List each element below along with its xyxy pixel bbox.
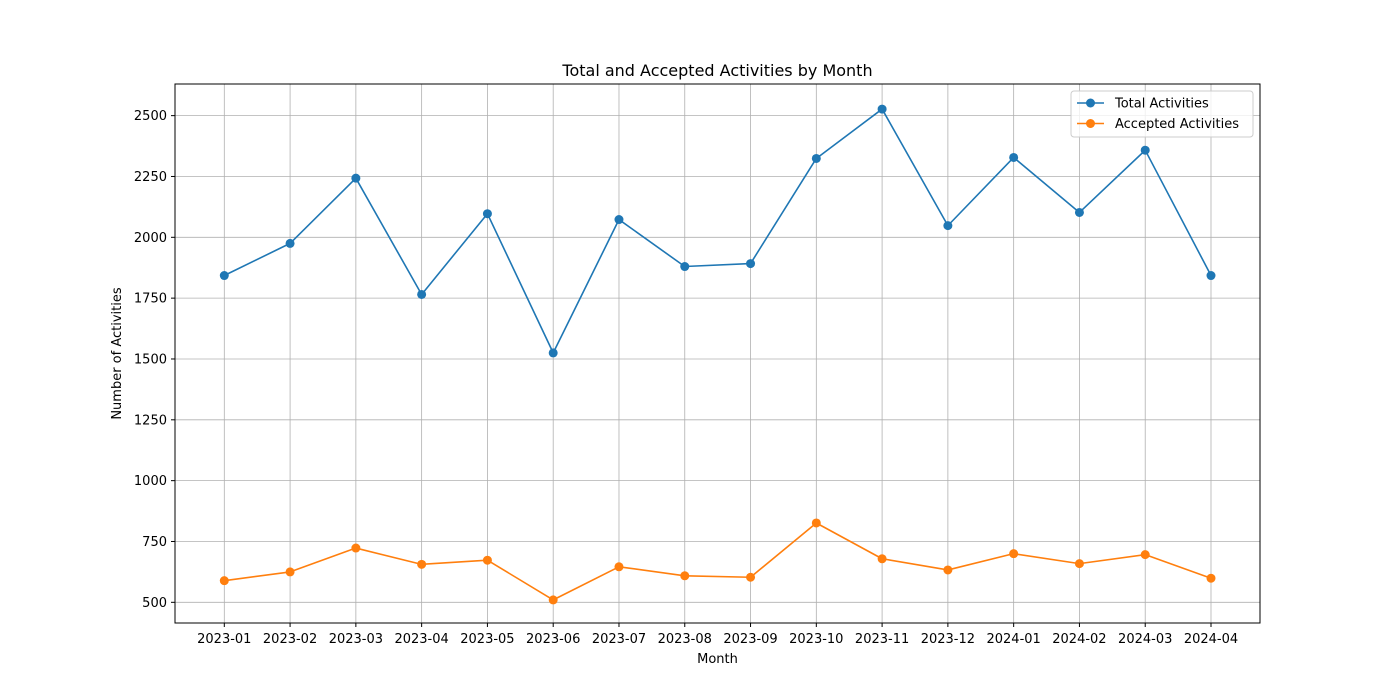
data-point bbox=[482, 209, 492, 219]
data-point bbox=[417, 559, 427, 569]
legend-box bbox=[1070, 90, 1254, 138]
data-point bbox=[219, 576, 229, 586]
data-point bbox=[943, 565, 953, 575]
ticks: 2023-01 2023-02 2023-03 2023-04 2023-05 2023-… bbox=[134, 109, 1238, 647]
data-point bbox=[548, 595, 558, 605]
y-tick-label: 1750 bbox=[134, 292, 167, 307]
y-tick-label: 2250 bbox=[134, 170, 167, 185]
x-tick-label: 2023-07 bbox=[592, 632, 646, 647]
y-tick-label: 500 bbox=[142, 596, 167, 611]
y-tick-label: 1000 bbox=[134, 474, 167, 489]
data-point bbox=[811, 518, 821, 528]
data-point bbox=[1140, 145, 1150, 155]
x-tick-label: 2023-05 bbox=[460, 632, 514, 647]
series-1 bbox=[219, 104, 1216, 358]
data-point bbox=[811, 153, 821, 163]
x-axis-label: Month bbox=[697, 652, 738, 667]
series-line bbox=[223, 108, 1212, 354]
data-point bbox=[1009, 152, 1019, 162]
data-point bbox=[1074, 207, 1084, 217]
data-point bbox=[482, 555, 492, 565]
data-point bbox=[1206, 573, 1216, 583]
y-tick-label: 2000 bbox=[134, 231, 167, 246]
x-tick-label: 2023-10 bbox=[789, 632, 843, 647]
data-point bbox=[285, 238, 295, 248]
legend: Total Activities Accepted Activities bbox=[1070, 90, 1254, 138]
data-point bbox=[877, 104, 887, 114]
grid bbox=[175, 84, 1260, 623]
y-tick-label: 2500 bbox=[134, 109, 167, 124]
chart-title: Total and Accepted Activities by Month bbox=[561, 61, 872, 80]
data-point bbox=[1140, 550, 1150, 560]
data-point bbox=[746, 572, 756, 582]
x-tick-label: 2023-03 bbox=[329, 632, 383, 647]
x-tick-label: 2023-08 bbox=[658, 632, 712, 647]
y-tick-label: 1250 bbox=[134, 413, 167, 428]
data-point bbox=[680, 262, 690, 272]
data-point bbox=[417, 289, 427, 299]
y-axis-label: Number of Activities bbox=[110, 287, 125, 420]
series bbox=[219, 104, 1216, 605]
data-point bbox=[943, 221, 953, 231]
x-tick-label: 2024-04 bbox=[1184, 632, 1238, 647]
y-tick-label: 1500 bbox=[134, 352, 167, 367]
series-2 bbox=[219, 518, 1216, 605]
x-tick-label: 2024-03 bbox=[1118, 632, 1172, 647]
data-point bbox=[746, 259, 756, 269]
legend-entry-label: Accepted Activities bbox=[1115, 117, 1239, 132]
x-tick-label: 2023-11 bbox=[855, 632, 909, 647]
data-point bbox=[1206, 271, 1216, 281]
legend-swatch-marker bbox=[1086, 98, 1095, 108]
data-point bbox=[219, 271, 229, 281]
x-tick-label: 2023-06 bbox=[526, 632, 580, 647]
legend-swatch-marker bbox=[1086, 119, 1095, 128]
x-tick-label: 2024-02 bbox=[1052, 632, 1106, 647]
data-point bbox=[680, 571, 690, 581]
x-tick-label: 2024-01 bbox=[986, 632, 1040, 647]
legend-entry-label: Total Activities bbox=[1114, 97, 1209, 112]
x-tick-label: 2023-01 bbox=[197, 632, 251, 647]
series-line bbox=[224, 522, 1212, 601]
data-point bbox=[285, 567, 295, 577]
data-point bbox=[877, 554, 887, 564]
x-tick-label: 2023-09 bbox=[723, 632, 777, 647]
x-tick-label: 2023-12 bbox=[921, 632, 975, 647]
data-point bbox=[614, 562, 624, 572]
data-point bbox=[1009, 549, 1019, 559]
data-point bbox=[351, 173, 361, 183]
data-point bbox=[614, 215, 624, 225]
x-tick-label: 2023-04 bbox=[394, 632, 448, 647]
data-point bbox=[351, 543, 361, 553]
plot-area-frame bbox=[174, 83, 1261, 624]
data-point bbox=[548, 348, 558, 358]
y-tick-label: 750 bbox=[142, 535, 167, 550]
x-tick-label: 2023-02 bbox=[263, 632, 317, 647]
data-point bbox=[1074, 559, 1084, 569]
